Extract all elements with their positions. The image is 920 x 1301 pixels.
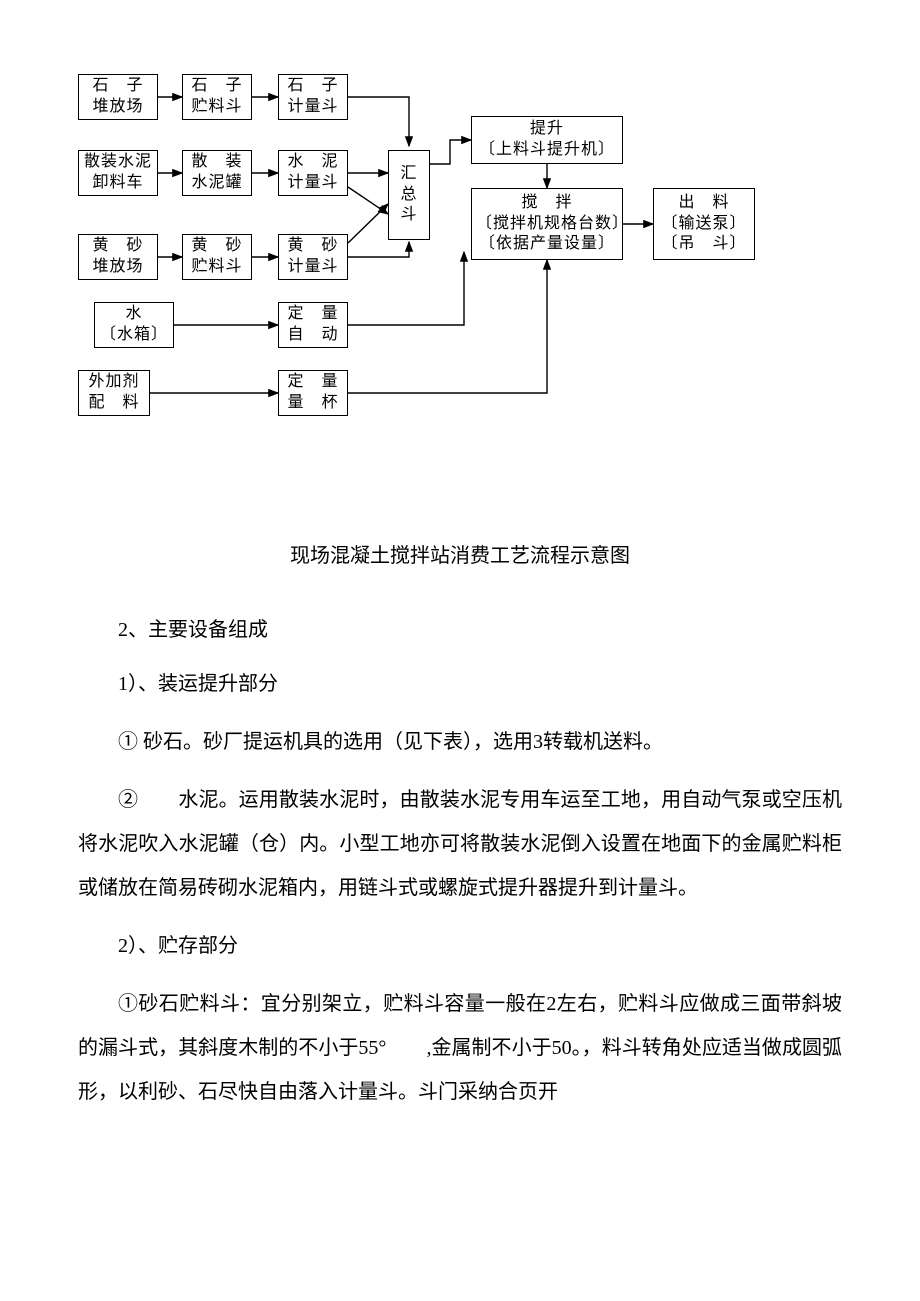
subsection-heading: 2）、贮存部分 bbox=[78, 924, 842, 968]
flowchart-node: 散装水泥 卸料车 bbox=[78, 150, 158, 196]
paragraph: ② 水泥。运用散装水泥时，由散装水泥专用车运至工地，用自动气泵或空压机将水泥吹入… bbox=[78, 778, 842, 910]
flowchart-node: 石 子 堆放场 bbox=[78, 74, 158, 120]
flowchart-node: 散 装 水泥罐 bbox=[182, 150, 252, 196]
flowchart-node: 外加剂 配 料 bbox=[78, 370, 150, 416]
paragraph: ① 砂石。砂厂提运机具的选用（见下表），选用3转载机送料。 bbox=[78, 720, 842, 764]
flowchart-node: 水 泥 计量斗 bbox=[278, 150, 348, 196]
flowchart-node: 石 子 计量斗 bbox=[278, 74, 348, 120]
flowchart-node: 黄 砂 计量斗 bbox=[278, 234, 348, 280]
flowchart: 石 子 堆放场石 子 贮料斗石 子 计量斗散装水泥 卸料车散 装 水泥罐水 泥 … bbox=[78, 74, 778, 434]
flowchart-node: 黄 砂 堆放场 bbox=[78, 234, 158, 280]
flowchart-edge bbox=[430, 140, 471, 164]
flowchart-edge bbox=[348, 97, 409, 146]
flowchart-node: 定 量 量 杯 bbox=[278, 370, 348, 416]
flowchart-edge bbox=[348, 252, 464, 325]
flowchart-edge bbox=[348, 260, 547, 393]
flowchart-edge bbox=[348, 204, 388, 243]
subsection-heading: 1）、装运提升部分 bbox=[78, 662, 842, 706]
flowchart-node: 提升 〔上料斗提升机〕 bbox=[471, 116, 623, 164]
flowchart-node: 黄 砂 贮料斗 bbox=[182, 234, 252, 280]
diagram-caption: 现场混凝土搅拌站消费工艺流程示意图 bbox=[78, 534, 842, 578]
flowchart-container: 石 子 堆放场石 子 贮料斗石 子 计量斗散装水泥 卸料车散 装 水泥罐水 泥 … bbox=[0, 0, 920, 434]
paragraph: ①砂石贮料斗：宜分别架立，贮料斗容量一般在2左右，贮料斗应做成三面带斜坡的漏斗式… bbox=[78, 982, 842, 1114]
section-heading: 2、主要设备组成 bbox=[78, 608, 842, 652]
flowchart-edge bbox=[348, 242, 409, 257]
flowchart-node: 出 料 〔输送泵〕 〔吊 斗〕 bbox=[653, 188, 755, 260]
flowchart-node: 水 〔水箱〕 bbox=[94, 302, 174, 348]
flowchart-node: 定 量 自 动 bbox=[278, 302, 348, 348]
document-body: 现场混凝土搅拌站消费工艺流程示意图 2、主要设备组成 1）、装运提升部分 ① 砂… bbox=[0, 434, 920, 1188]
flowchart-node: 汇 总 斗 bbox=[388, 150, 430, 240]
flowchart-node: 石 子 贮料斗 bbox=[182, 74, 252, 120]
flowchart-node: 搅 拌 〔搅拌机规格台数〕 〔依据产量设量〕 bbox=[471, 188, 623, 260]
